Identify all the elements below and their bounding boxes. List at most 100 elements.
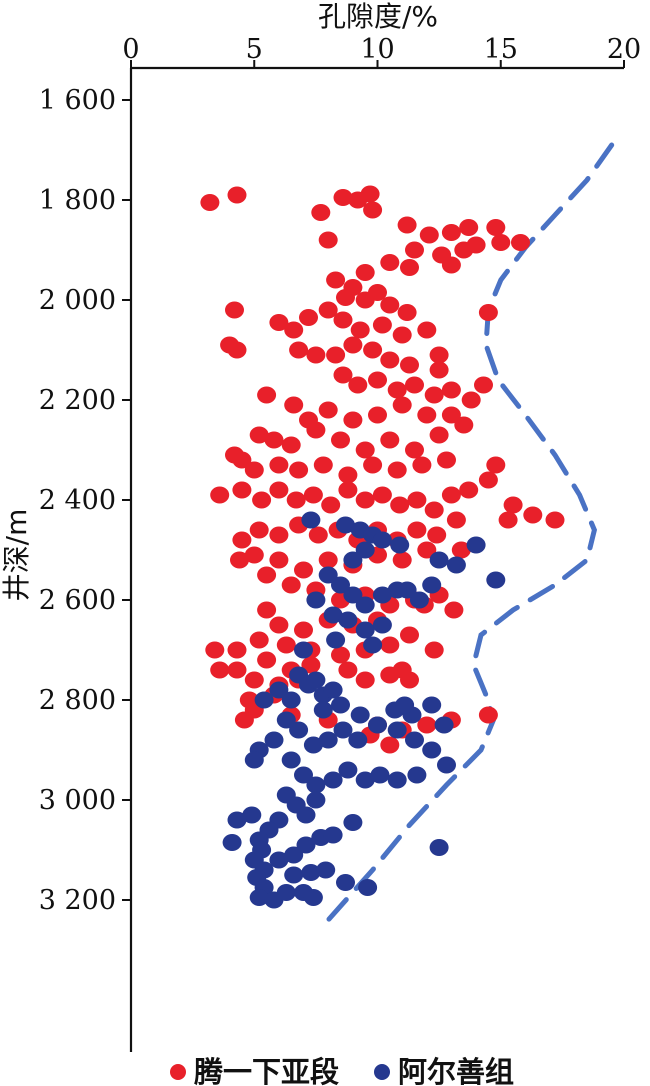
legend: 腾一下亚段 阿尔善组	[170, 1055, 514, 1086]
data-point-series-1	[336, 289, 355, 306]
data-point-series-1	[474, 376, 493, 394]
data-point-series-1	[311, 204, 331, 221]
data-point-series-1	[299, 309, 318, 326]
data-point-series-2	[326, 631, 346, 649]
data-point-series-2	[284, 866, 304, 884]
data-point-series-1	[249, 631, 269, 649]
data-point-series-2	[372, 616, 392, 634]
data-point-series-2	[323, 826, 343, 844]
data-point-series-2	[407, 766, 427, 784]
data-point-series-1	[318, 551, 338, 569]
legend-label-series-1: 腾一下亚段	[194, 1055, 339, 1086]
data-point-series-1	[400, 356, 419, 374]
data-point-series-1	[429, 361, 449, 379]
data-point-series-1	[234, 711, 254, 729]
data-point-series-1	[412, 456, 432, 474]
y-tick-label: 1 800	[39, 185, 116, 216]
data-point-series-2	[323, 771, 343, 789]
data-point-series-1	[281, 436, 301, 454]
data-point-series-1	[232, 451, 252, 469]
data-point-series-1	[372, 486, 392, 504]
data-point-series-1	[380, 296, 400, 314]
data-point-series-2	[422, 576, 442, 594]
data-point-series-1	[249, 521, 269, 539]
data-point-series-1	[343, 411, 363, 429]
x-axis-ticks: 0 5 10 15 20	[122, 34, 641, 68]
legend-marker-series-2	[374, 1064, 390, 1080]
data-point-series-2	[363, 636, 383, 654]
data-point-series-1	[368, 371, 387, 389]
data-point-series-1	[227, 186, 247, 204]
data-point-series-1	[545, 511, 565, 529]
data-point-series-2	[323, 606, 343, 624]
data-point-series-2	[395, 696, 415, 714]
data-point-series-1	[417, 321, 437, 339]
data-point-series-2	[387, 721, 407, 739]
data-point-series-1	[338, 466, 358, 484]
data-point-series-1	[289, 461, 309, 479]
data-point-series-1	[424, 386, 444, 404]
data-point-series-2	[264, 731, 284, 749]
data-point-series-1	[503, 496, 523, 514]
data-point-series-1	[355, 491, 375, 509]
data-point-series-2	[358, 879, 378, 896]
data-point-series-2	[306, 671, 326, 689]
data-point-series-2	[323, 681, 343, 699]
data-point-series-1	[459, 219, 479, 236]
data-point-series-1	[387, 381, 407, 399]
data-point-series-1	[478, 471, 498, 489]
data-point-series-2	[306, 791, 326, 809]
x-tick-label: 15	[484, 34, 518, 65]
data-point-series-2	[306, 591, 326, 609]
data-point-series-2	[296, 806, 316, 824]
y-tick-label: 2 600	[39, 585, 116, 616]
y-axis-title: 井深/m	[0, 509, 33, 602]
data-point-series-1	[318, 231, 338, 249]
data-point-series-2	[338, 761, 358, 779]
data-point-series-1	[454, 241, 474, 259]
data-point-series-1	[355, 291, 375, 309]
data-point-series-2	[372, 586, 392, 604]
data-point-series-1	[419, 226, 439, 244]
data-point-series-2	[313, 701, 333, 719]
data-point-series-1	[441, 406, 461, 424]
data-point-series-1	[459, 481, 479, 499]
data-point-series-1	[400, 259, 419, 276]
data-point-series-1	[249, 426, 269, 444]
data-point-series-2	[331, 576, 350, 594]
data-point-series-1	[355, 264, 375, 281]
data-point-series-1	[333, 366, 353, 384]
data-point-series-1	[252, 491, 272, 509]
data-point-series-1	[424, 501, 444, 519]
data-point-series-1	[281, 576, 301, 594]
legend-label-series-2: 阿尔善组	[398, 1055, 514, 1086]
data-point-series-1	[380, 351, 400, 369]
data-point-series-1	[313, 456, 333, 474]
data-point-series-2	[338, 611, 358, 629]
data-point-series-1	[363, 341, 383, 359]
data-point-series-1	[244, 671, 264, 689]
data-point-series-1	[511, 234, 530, 251]
data-point-series-2	[486, 571, 506, 589]
data-point-series-1	[392, 551, 412, 569]
data-point-series-1	[405, 441, 424, 459]
data-point-series-2	[254, 691, 274, 709]
data-point-series-2	[343, 814, 363, 831]
data-point-series-1	[486, 219, 506, 236]
data-points-layer	[200, 185, 565, 909]
data-point-series-2	[348, 731, 368, 749]
data-point-series-2	[409, 591, 429, 609]
y-tick-label: 2 400	[39, 485, 116, 516]
data-point-series-1	[478, 304, 498, 321]
data-point-series-2	[249, 889, 269, 906]
data-point-series-1	[326, 346, 346, 364]
data-point-series-1	[331, 431, 350, 449]
data-point-series-1	[269, 481, 289, 499]
data-point-series-1	[427, 526, 447, 544]
data-point-series-1	[380, 431, 400, 449]
porosity-trend-line	[325, 142, 615, 923]
data-point-series-1	[355, 441, 375, 459]
data-point-series-2	[281, 751, 301, 769]
data-point-series-2	[387, 771, 407, 789]
data-point-series-1	[392, 326, 412, 344]
